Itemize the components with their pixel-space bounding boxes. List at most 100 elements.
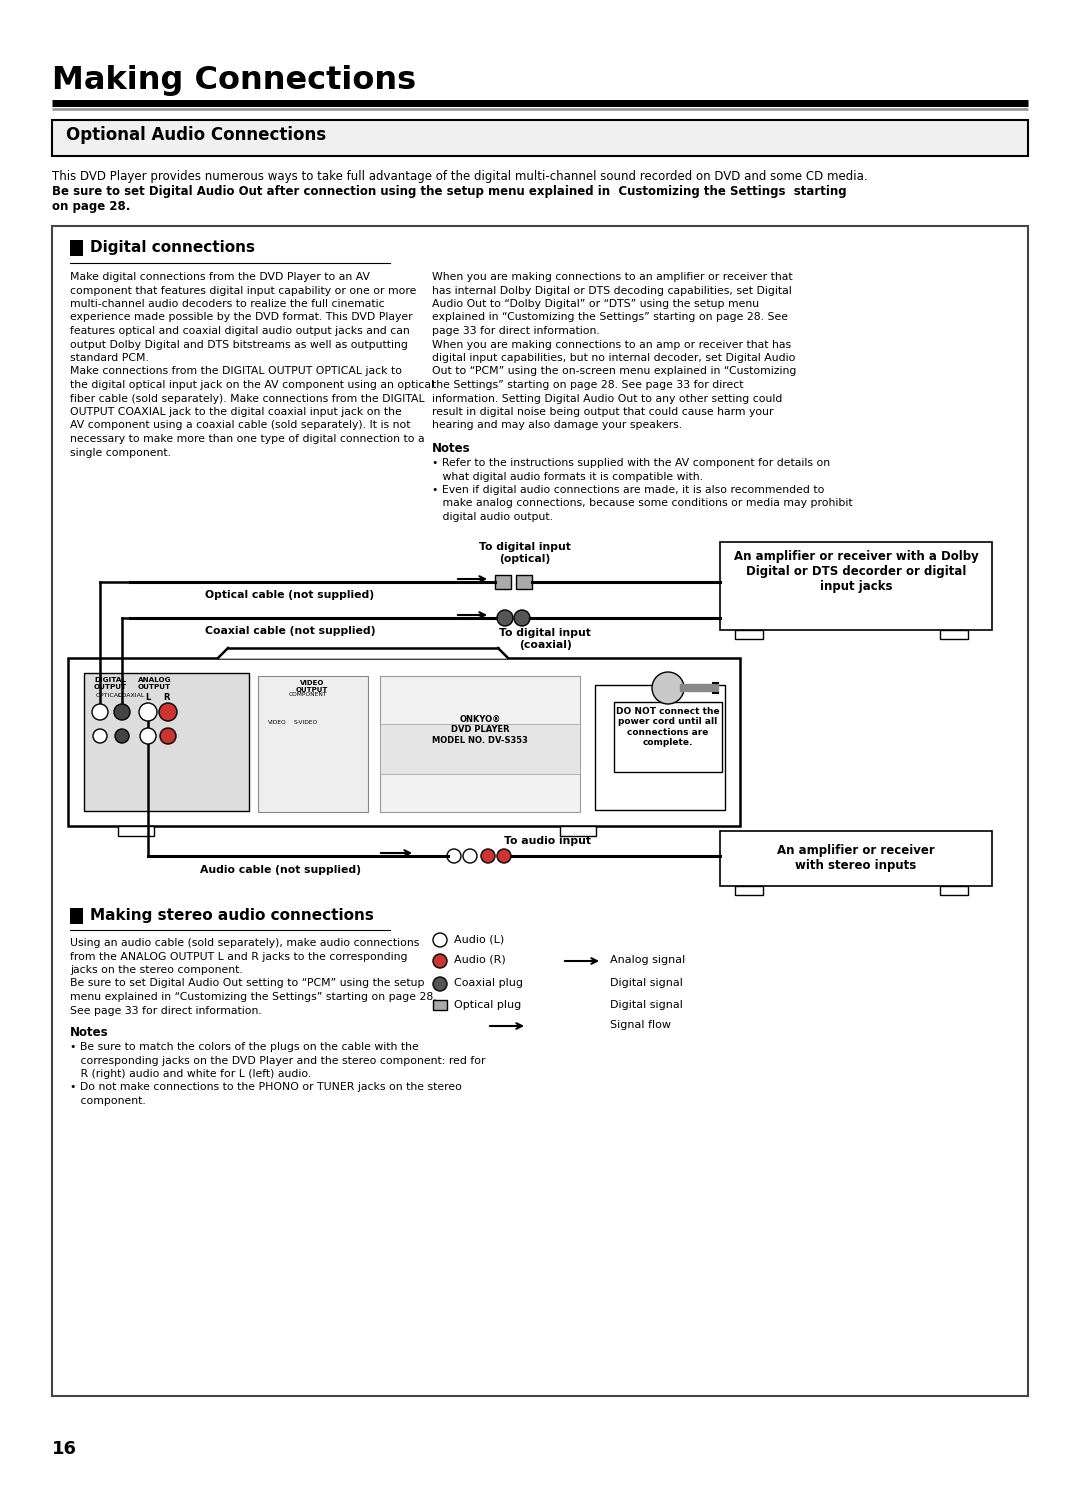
Text: page 33 for direct information.: page 33 for direct information. — [432, 327, 599, 336]
Bar — [940, 887, 968, 895]
Text: experience made possible by the DVD format. This DVD Player: experience made possible by the DVD form… — [70, 312, 413, 322]
Text: Digital signal: Digital signal — [610, 979, 683, 988]
Text: COMPONENT: COMPONENT — [288, 692, 327, 696]
Text: • Refer to the instructions supplied with the AV component for details on: • Refer to the instructions supplied wit… — [432, 457, 831, 468]
Text: Making stereo audio connections: Making stereo audio connections — [90, 907, 374, 924]
Circle shape — [463, 849, 477, 863]
Text: An amplifier or receiver with a Dolby
Digital or DTS decorder or digital
input j: An amplifier or receiver with a Dolby Di… — [733, 549, 978, 593]
Bar — [735, 887, 762, 895]
Circle shape — [433, 953, 447, 968]
Bar — [433, 999, 447, 1010]
Bar — [118, 826, 154, 836]
Text: has internal Dolby Digital or DTS decoding capabilities, set Digital: has internal Dolby Digital or DTS decodi… — [432, 285, 792, 296]
Circle shape — [281, 701, 295, 714]
Text: jacks on the stereo component.: jacks on the stereo component. — [70, 965, 243, 976]
Bar — [380, 676, 580, 812]
Bar — [495, 575, 511, 590]
Text: DO NOT connect the
power cord until all
connections are
complete.: DO NOT connect the power cord until all … — [617, 707, 719, 747]
Text: DIGITAL
OUTPUT: DIGITAL OUTPUT — [94, 677, 127, 691]
Circle shape — [114, 729, 129, 742]
Text: Be sure to set Digital Audio Out setting to “PCM” using the setup: Be sure to set Digital Audio Out setting… — [70, 979, 424, 989]
Text: When you are making connections to an amp or receiver that has: When you are making connections to an am… — [432, 340, 792, 349]
Text: Signal flow: Signal flow — [610, 1020, 671, 1031]
Circle shape — [269, 726, 283, 740]
Circle shape — [295, 725, 313, 742]
Text: result in digital noise being output that could cause harm your: result in digital noise being output tha… — [432, 407, 773, 417]
Bar — [720, 832, 993, 887]
Text: fiber cable (sold separately). Make connections from the DIGITAL: fiber cable (sold separately). Make conn… — [70, 394, 424, 404]
Circle shape — [160, 728, 176, 744]
Text: digital input capabilities, but no internal decoder, set Digital Audio: digital input capabilities, but no inter… — [432, 353, 795, 362]
Text: To digital input
(optical): To digital input (optical) — [480, 542, 571, 564]
Text: features optical and coaxial digital audio output jacks and can: features optical and coaxial digital aud… — [70, 327, 409, 336]
Bar — [68, 658, 740, 826]
Text: hearing and may also damage your speakers.: hearing and may also damage your speaker… — [432, 420, 683, 431]
Text: R: R — [164, 693, 171, 702]
Circle shape — [114, 704, 130, 720]
Text: information. Setting Digital Audio Out to any other setting could: information. Setting Digital Audio Out t… — [432, 394, 782, 404]
Text: the digital optical input jack on the AV component using an optical: the digital optical input jack on the AV… — [70, 380, 434, 391]
Text: component that features digital input capability or one or more: component that features digital input ca… — [70, 285, 417, 296]
Text: • Be sure to match the colors of the plugs on the cable with the: • Be sure to match the colors of the plu… — [70, 1042, 419, 1051]
Circle shape — [497, 610, 513, 627]
Circle shape — [514, 610, 530, 627]
Text: on page 28.: on page 28. — [52, 200, 131, 212]
Text: menu explained in “Customizing the Settings” starting on page 28.: menu explained in “Customizing the Setti… — [70, 992, 436, 1002]
Circle shape — [159, 702, 177, 722]
Text: Coaxial plug: Coaxial plug — [454, 979, 523, 988]
Bar — [516, 575, 532, 590]
Circle shape — [497, 849, 511, 863]
Text: OUTPUT COAXIAL jack to the digital coaxial input jack on the: OUTPUT COAXIAL jack to the digital coaxi… — [70, 407, 402, 417]
Bar — [70, 241, 83, 255]
Text: Audio cable (not supplied): Audio cable (not supplied) — [200, 864, 361, 875]
Text: explained in “Customizing the Settings” starting on page 28. See: explained in “Customizing the Settings” … — [432, 312, 788, 322]
Circle shape — [652, 673, 684, 704]
Bar — [84, 673, 249, 811]
Text: • Even if digital audio connections are made, it is also recommended to: • Even if digital audio connections are … — [432, 486, 824, 495]
Text: Optional Audio Connections: Optional Audio Connections — [66, 126, 326, 144]
Circle shape — [93, 729, 107, 742]
Text: VIDEO: VIDEO — [268, 720, 286, 725]
Text: Digital connections: Digital connections — [90, 241, 255, 255]
Text: Audio (R): Audio (R) — [454, 955, 505, 965]
Circle shape — [481, 849, 495, 863]
Circle shape — [447, 849, 461, 863]
Text: When you are making connections to an amplifier or receiver that: When you are making connections to an am… — [432, 272, 793, 282]
Bar — [940, 630, 968, 639]
Text: S-VIDEO: S-VIDEO — [294, 720, 319, 725]
Text: component.: component. — [70, 1096, 146, 1106]
Text: what digital audio formats it is compatible with.: what digital audio formats it is compati… — [432, 472, 703, 481]
Circle shape — [433, 933, 447, 947]
Text: ONKYO®
DVD PLAYER
MODEL NO. DV-S353: ONKYO® DVD PLAYER MODEL NO. DV-S353 — [432, 716, 528, 745]
Bar — [615, 702, 723, 772]
Text: AV component using a coaxial cable (sold separately). It is not: AV component using a coaxial cable (sold… — [70, 420, 410, 431]
Circle shape — [139, 702, 157, 722]
Circle shape — [92, 704, 108, 720]
Circle shape — [264, 701, 276, 714]
Text: OPTICAL: OPTICAL — [96, 693, 122, 698]
Circle shape — [433, 977, 447, 990]
Text: corresponding jacks on the DVD Player and the stereo component: red for: corresponding jacks on the DVD Player an… — [70, 1056, 486, 1066]
Bar — [561, 826, 596, 836]
Text: Notes: Notes — [70, 1026, 109, 1040]
Text: To audio input: To audio input — [504, 836, 592, 846]
Text: Audio Out to “Dolby Digital” or “DTS” using the setup menu: Audio Out to “Dolby Digital” or “DTS” us… — [432, 298, 759, 309]
Text: COAXIAL: COAXIAL — [118, 693, 146, 698]
Text: single component.: single component. — [70, 447, 171, 457]
Bar — [52, 226, 1028, 1396]
Text: 16: 16 — [52, 1440, 77, 1458]
Text: Analog signal: Analog signal — [610, 955, 685, 965]
Text: • Do not make connections to the PHONO or TUNER jacks on the stereo: • Do not make connections to the PHONO o… — [70, 1083, 462, 1093]
Text: R (right) audio and white for L (left) audio.: R (right) audio and white for L (left) a… — [70, 1069, 311, 1080]
Text: the Settings” starting on page 28. See page 33 for direct: the Settings” starting on page 28. See p… — [432, 380, 743, 391]
Bar — [720, 542, 993, 630]
Text: Out to “PCM” using the on-screen menu explained in “Customizing: Out to “PCM” using the on-screen menu ex… — [432, 367, 796, 377]
Circle shape — [140, 728, 156, 744]
Text: necessary to make more than one type of digital connection to a: necessary to make more than one type of … — [70, 434, 424, 444]
Text: standard PCM.: standard PCM. — [70, 353, 149, 362]
Bar — [735, 630, 762, 639]
Bar — [52, 120, 1028, 156]
Text: from the ANALOG OUTPUT L and R jacks to the corresponding: from the ANALOG OUTPUT L and R jacks to … — [70, 952, 407, 961]
Bar — [595, 685, 725, 809]
Bar — [70, 907, 83, 924]
